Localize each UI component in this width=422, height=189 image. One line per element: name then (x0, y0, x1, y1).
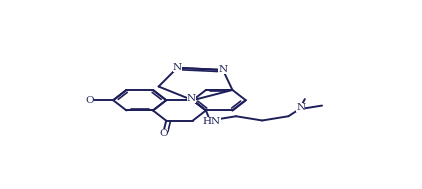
Text: N: N (218, 65, 227, 74)
Text: O: O (85, 96, 94, 105)
Text: N: N (187, 94, 196, 103)
Text: O: O (159, 129, 168, 138)
Text: N: N (173, 63, 182, 72)
Text: HN: HN (203, 118, 221, 126)
Text: N: N (296, 103, 306, 112)
